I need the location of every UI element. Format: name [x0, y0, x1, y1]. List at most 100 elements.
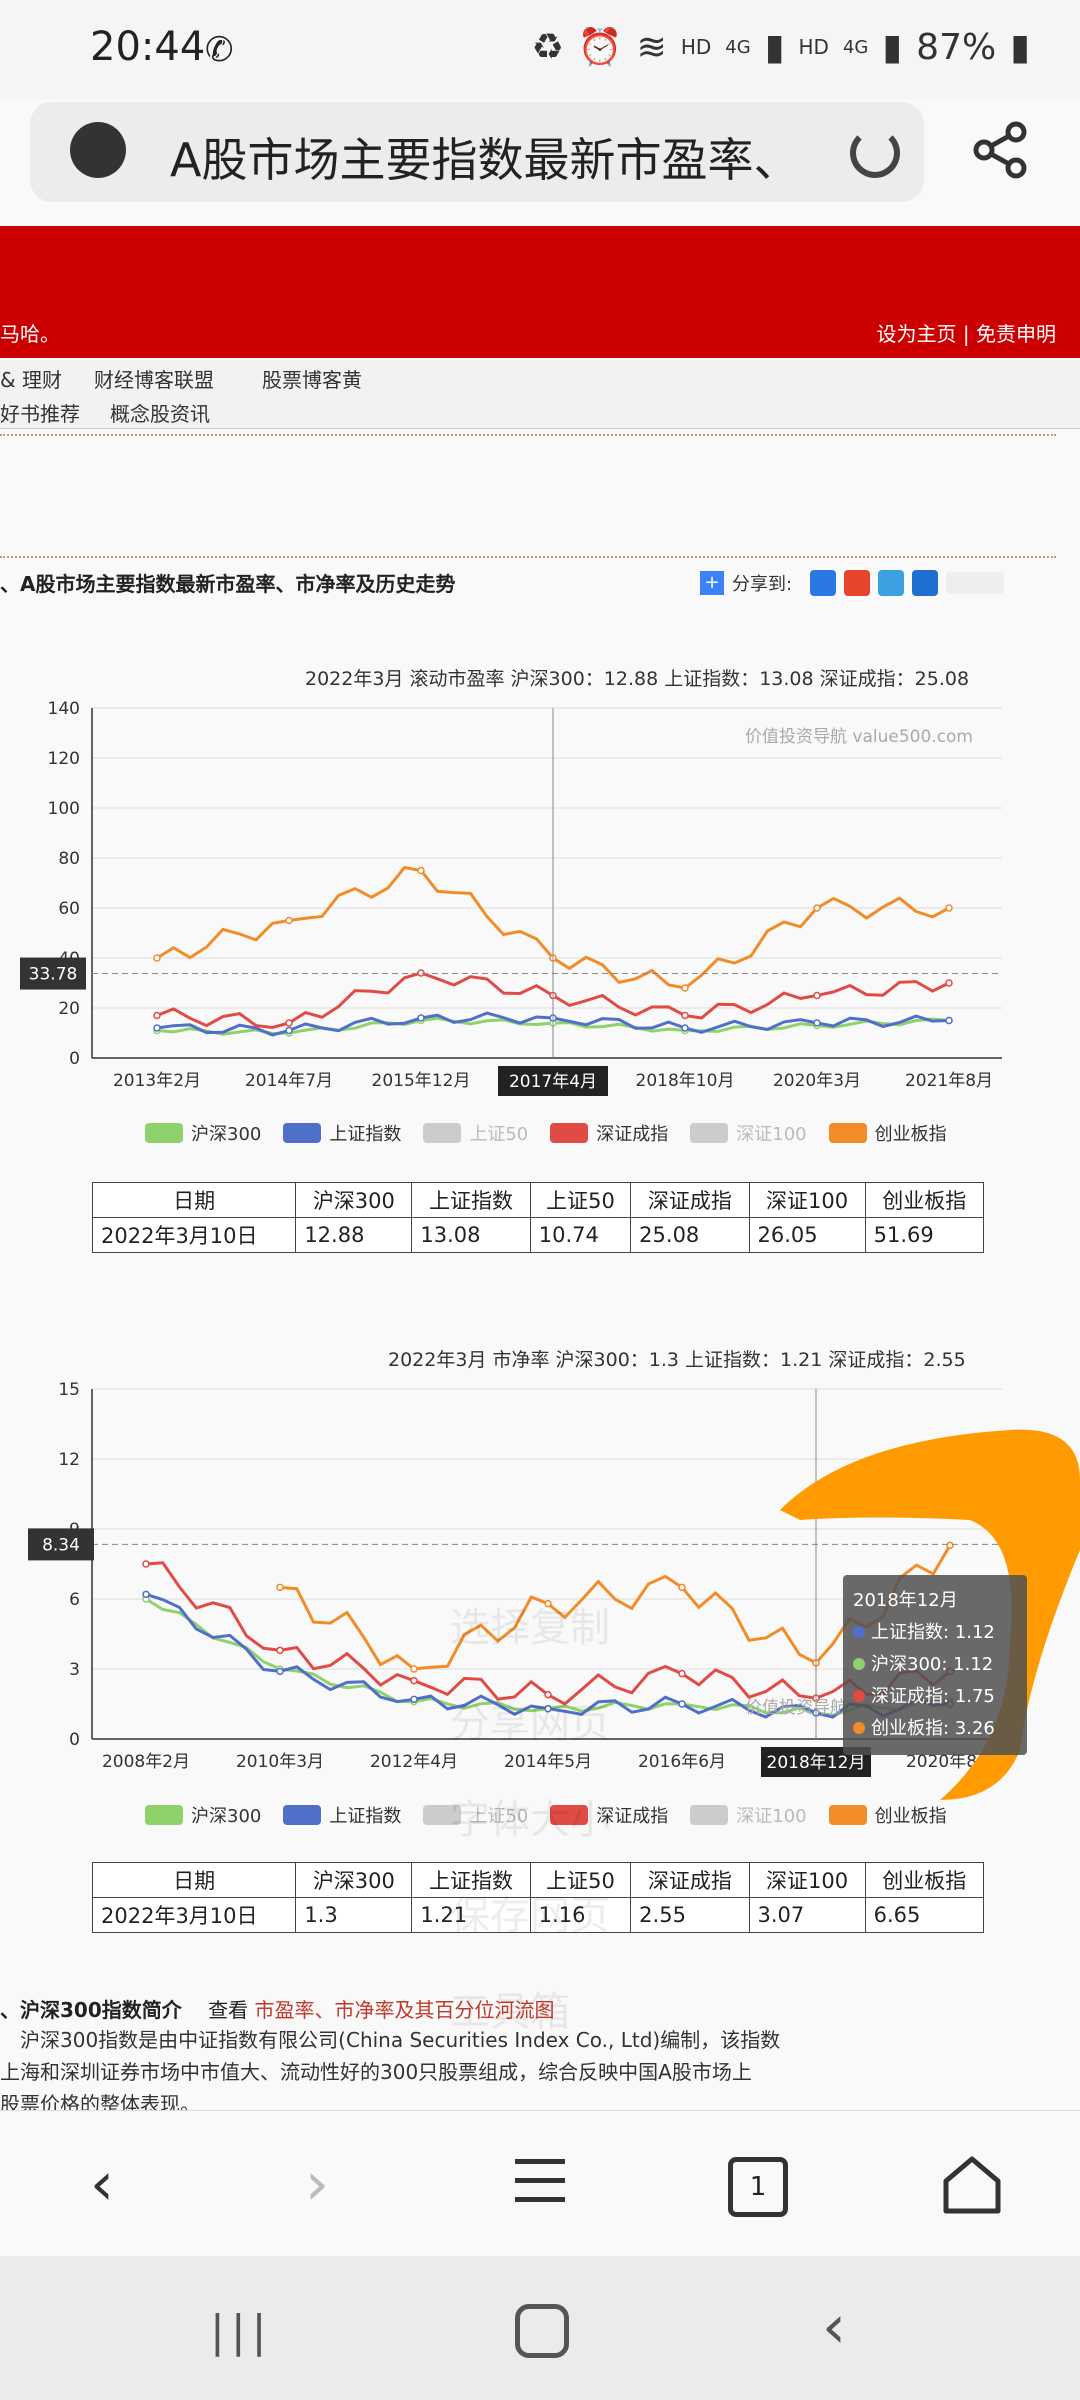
data-point — [410, 1676, 418, 1685]
table-cell: 26.05 — [748, 1217, 866, 1253]
y-tick-label: 120 — [48, 749, 80, 769]
data-point — [681, 984, 689, 992]
divider — [0, 556, 1056, 558]
chart-legend: 沪深300 上证指数 上证50 深证成指 深证100 创业板指 — [145, 1802, 947, 1828]
y-tick-label: 60 — [58, 899, 80, 919]
table-header: 创业板指 — [864, 1862, 985, 1898]
overlay-menu: 选择复制 分享网页 字体大小 保存网页 工具箱 — [450, 1580, 610, 2060]
header-right-links[interactable]: 设为主页 | 免责申明 — [876, 322, 1056, 346]
tooltip-row: 沪深300: 1.12 — [853, 1649, 1017, 1681]
tooltip-row: 创业板指: 3.26 — [853, 1713, 1017, 1745]
home-icon[interactable] — [940, 2153, 1004, 2221]
intro-line: 上海和深圳证券市场中市值大、流动性好的300只股票组成，综合反映中国A股市场上 — [0, 2060, 752, 2084]
renren-icon[interactable] — [912, 570, 939, 596]
y-tick-label: 12 — [58, 1450, 80, 1470]
legend-item[interactable]: 沪深300 — [145, 1802, 261, 1828]
y-tick-label: 100 — [48, 799, 80, 819]
system-nav-bar: ||| ‹ — [0, 2256, 1080, 2400]
globe-icon[interactable] — [70, 122, 126, 178]
data-point — [678, 1669, 686, 1678]
pe-chart[interactable]: 0204060801001201402013年2月2014年7月2015年12月… — [0, 690, 1080, 1110]
nav-item[interactable]: & 理财 — [0, 368, 62, 392]
menu-icon[interactable] — [515, 2159, 565, 2202]
table-cell: 25.08 — [630, 1217, 750, 1253]
more-share-button[interactable] — [946, 572, 1005, 594]
signal-icon: ▮ — [764, 26, 785, 68]
x-tick-label: 2010年3月 — [236, 1752, 324, 1772]
status-bar: 20:44 ✆ ♻ ⏰ ≋ HD 4G ▮ HD 4G ▮ 87% ▮ — [0, 0, 1080, 100]
weibo-icon[interactable] — [844, 570, 871, 596]
legend-item[interactable]: 沪深300 — [145, 1120, 261, 1146]
river-chart-link[interactable]: 市盈率、市净率及其百分位河流图 — [254, 1998, 555, 2022]
back-icon[interactable]: ‹ — [90, 2149, 114, 2219]
home-button-icon[interactable] — [515, 2304, 569, 2358]
y-tick-label: 0 — [69, 1049, 80, 1069]
x-tick-label: 2012年4月 — [370, 1752, 458, 1772]
forward-icon[interactable]: › — [305, 2149, 329, 2219]
nav-item[interactable]: 股票博客黄 — [262, 368, 362, 392]
browser-bottom-bar: ‹ › 1 — [0, 2110, 1080, 2256]
legend-item[interactable]: 深证100 — [690, 1120, 807, 1146]
plus-icon[interactable]: + — [700, 571, 724, 595]
data-point — [417, 969, 425, 977]
hd-label-1: HD — [680, 35, 712, 59]
table-cell: 2022年3月10日 — [91, 1217, 297, 1253]
series-line-3 — [279, 1544, 952, 1671]
pb-chart[interactable]: 036912152008年2月2010年3月2012年4月2014年5月2016… — [0, 1375, 1080, 1785]
y-tick-label: 15 — [58, 1380, 80, 1400]
crosshair-x-label: 2017年4月 — [509, 1072, 597, 1092]
data-point — [142, 1560, 150, 1568]
legend-item[interactable]: 上证指数 — [283, 1802, 401, 1828]
chart-header: 2022年3月 滚动市盈率 沪深300：12.88 上证指数：13.08 深证成… — [305, 668, 970, 690]
network-label-1: 4G — [725, 36, 751, 58]
legend-item[interactable]: 创业板指 — [828, 1802, 947, 1828]
site-nav-row-2: 好书推荐 概念股资讯 — [0, 394, 1080, 429]
header-left-text: 马哈。 — [0, 322, 60, 346]
table-cell: 1.21 — [411, 1897, 531, 1933]
recents-icon[interactable]: ||| — [210, 2306, 273, 2357]
data-point — [142, 1590, 150, 1599]
data-point — [678, 1700, 686, 1708]
nav-item[interactable]: 概念股资讯 — [110, 402, 210, 426]
overlay-item: 保存网页 — [450, 1893, 610, 1939]
data-point — [813, 1019, 821, 1027]
address-bar[interactable]: A股市场主要指数最新市盈率、 — [30, 102, 924, 202]
tabs-button[interactable]: 1 — [728, 2157, 788, 2217]
table-header-row: 日期 沪深300 上证指数 上证50 深证成指 深证100 创业板指 — [91, 1182, 985, 1218]
pb-table: 日期 沪深300 上证指数 上证50 深证成指 深证100 创业板指 2022年… — [91, 1862, 985, 1933]
alarm-icon: ⏰ — [577, 27, 623, 68]
battery-saver-icon: ♻ — [531, 26, 564, 68]
legend-item[interactable]: 深证成指 — [550, 1802, 668, 1828]
nav-item[interactable]: 财经博客联盟 — [94, 368, 214, 392]
table-row: 2022年3月10日 1.3 1.21 1.16 2.55 3.07 6.65 — [91, 1897, 985, 1933]
table-header: 沪深300 — [295, 1182, 413, 1218]
share-icon[interactable] — [970, 120, 1030, 194]
legend-item[interactable]: 上证50 — [423, 1120, 528, 1146]
nav-item[interactable]: 好书推荐 — [0, 402, 80, 426]
back-button-icon[interactable]: ‹ — [822, 2292, 846, 2362]
legend-item[interactable]: 上证50 — [423, 1802, 528, 1828]
pe-table: 日期 沪深300 上证指数 上证50 深证成指 深证100 创业板指 2022年… — [91, 1182, 985, 1253]
data-point — [681, 1011, 689, 1020]
reload-icon[interactable] — [850, 128, 900, 178]
data-point — [945, 904, 953, 912]
table-header: 日期 — [91, 1862, 297, 1898]
legend-item[interactable]: 深证成指 — [550, 1120, 668, 1146]
overlay-item: 选择复制 — [450, 1605, 610, 1651]
table-cell: 6.65 — [864, 1897, 985, 1933]
qzone-icon[interactable] — [810, 570, 837, 596]
legend-item[interactable]: 创业板指 — [828, 1120, 947, 1146]
data-point — [678, 1583, 686, 1592]
legend-item[interactable]: 深证100 — [690, 1802, 807, 1828]
data-point — [946, 1541, 954, 1550]
intro-heading: 、沪深300指数简介 查看 市盈率、市净率及其百分位河流图 — [0, 1994, 554, 2023]
page-title[interactable]: A股市场主要指数最新市盈率、 — [170, 133, 790, 187]
chart-watermark: 价值投资导航 — [745, 1698, 847, 1718]
table-cell: 13.08 — [411, 1217, 531, 1253]
x-tick-label: 2014年7月 — [245, 1071, 333, 1091]
legend-item[interactable]: 上证指数 — [283, 1120, 401, 1146]
tencent-icon[interactable] — [878, 570, 905, 596]
data-point — [276, 1583, 284, 1592]
data-point — [153, 1011, 161, 1020]
data-point — [417, 1014, 425, 1022]
